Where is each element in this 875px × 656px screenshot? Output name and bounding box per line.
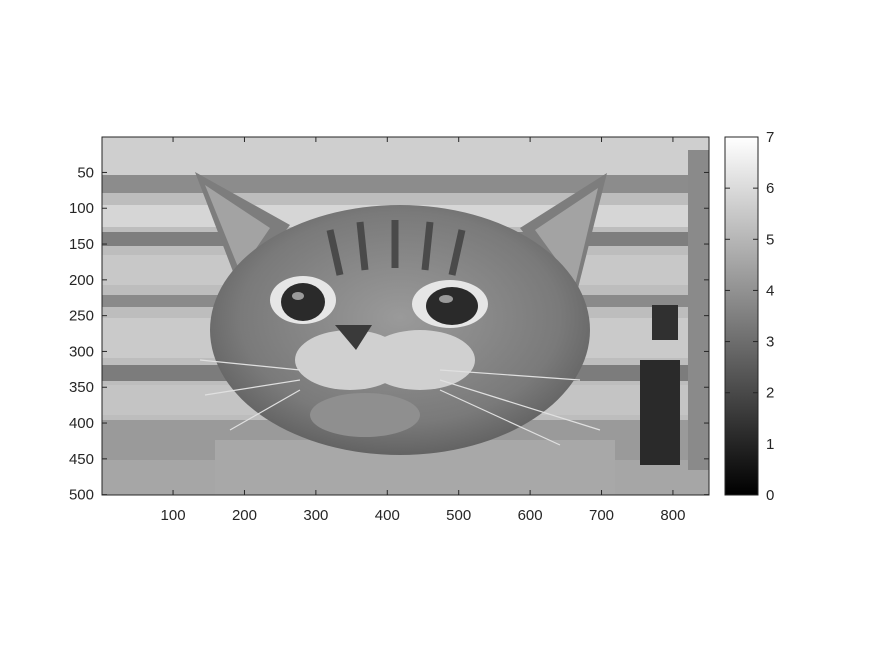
x-tick-label: 600 bbox=[518, 507, 543, 524]
colorbar-tick-label: 7 bbox=[766, 129, 774, 146]
y-tick-label: 500 bbox=[69, 487, 94, 504]
colorbar-tick-label: 4 bbox=[766, 282, 774, 299]
x-tick-label: 800 bbox=[660, 507, 685, 524]
y-tick-label: 150 bbox=[69, 236, 94, 253]
x-axis: 100 200 300 400 500 600 700 800 bbox=[161, 137, 685, 524]
y-tick-label: 400 bbox=[69, 415, 94, 432]
y-tick-label: 250 bbox=[69, 308, 94, 325]
x-tick-label: 300 bbox=[303, 507, 328, 524]
colorbar-tick-label: 0 bbox=[766, 487, 774, 504]
y-tick-label: 300 bbox=[69, 343, 94, 360]
colorbar-tick-label: 6 bbox=[766, 180, 774, 197]
colorbar bbox=[724, 136, 759, 496]
x-tick-label: 500 bbox=[446, 507, 471, 524]
colorbar-tick-label: 1 bbox=[766, 436, 774, 453]
x-tick-label: 700 bbox=[589, 507, 614, 524]
y-axis: 50 100 150 200 250 300 350 400 450 500 bbox=[69, 164, 709, 504]
colorbar-tick-label: 3 bbox=[766, 334, 774, 351]
y-tick-label: 450 bbox=[69, 451, 94, 468]
y-tick-label: 200 bbox=[69, 272, 94, 289]
x-tick-label: 100 bbox=[161, 507, 186, 524]
y-tick-label: 50 bbox=[77, 164, 94, 181]
y-tick-label: 350 bbox=[69, 379, 94, 396]
cat-image bbox=[102, 137, 709, 495]
x-tick-label: 400 bbox=[375, 507, 400, 524]
colorbar-axis: 0 1 2 3 4 5 6 7 bbox=[725, 129, 774, 504]
x-tick-label: 200 bbox=[232, 507, 257, 524]
y-tick-label: 100 bbox=[69, 200, 94, 217]
colorbar-tick-label: 2 bbox=[766, 385, 774, 402]
colorbar-tick-label: 5 bbox=[766, 231, 774, 248]
